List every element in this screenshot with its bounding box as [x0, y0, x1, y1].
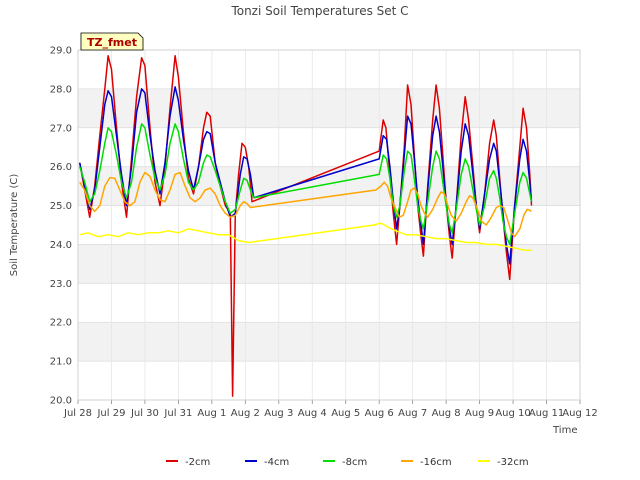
x-tick-label: Aug 4 — [298, 408, 327, 419]
y-tick-label: 26.0 — [50, 162, 72, 173]
y-tick-label: 28.0 — [50, 84, 72, 95]
tag-label-box: TZ_fmet — [80, 32, 144, 51]
x-axis-title: Time — [552, 425, 577, 436]
legend-label: -8cm — [342, 457, 367, 468]
y-tick-label: 25.0 — [50, 201, 72, 212]
series-line-minus-32cm — [79, 222, 532, 252]
legend-label: -16cm — [420, 457, 452, 468]
x-tick-label: Aug 10 — [495, 408, 530, 419]
band-21 — [78, 322, 580, 362]
x-tick-label: Aug 11 — [529, 408, 564, 419]
y-tick-label: 27.0 — [50, 123, 72, 134]
series-lines — [78, 55, 533, 397]
legend-label: -32cm — [497, 457, 529, 468]
series-line-minus-8cm — [78, 123, 533, 246]
tag-box — [80, 32, 144, 51]
x-tick-label: Jul 30 — [130, 408, 159, 419]
legend: -2cm -4cm -8cm -16cm -32cm — [166, 457, 529, 468]
legend-label: -4cm — [264, 457, 289, 468]
y-tick-label: 20.0 — [50, 396, 72, 407]
tag-text: TZ_fmet — [87, 36, 137, 49]
axes: 20.0 21.0 22.0 23.0 24.0 25.0 26.0 27.0 28.0 29.0… — [50, 46, 598, 420]
band-27 — [78, 88, 580, 128]
band-23 — [78, 244, 580, 284]
x-tick-label: Aug 6 — [365, 408, 394, 419]
x-tick-label: Aug 12 — [562, 408, 597, 419]
legend-label: -2cm — [185, 457, 210, 468]
y-tick-label: 24.0 — [50, 240, 72, 251]
plot-bands — [78, 50, 580, 400]
chart-title: Tonzi Soil Temperatures Set C — [230, 4, 408, 18]
series-line-minus-4cm — [78, 86, 533, 265]
y-tick-label: 22.0 — [50, 318, 72, 329]
y-axis-title: Soil Temperature (C) — [9, 174, 20, 277]
x-tick-label: Jul 29 — [96, 408, 125, 419]
series-line-minus-16cm — [79, 171, 532, 238]
y-tick-label: 21.0 — [50, 357, 72, 368]
x-tick-label: Aug 2 — [231, 408, 260, 419]
x-tick-label: Aug 5 — [331, 408, 360, 419]
x-tick-label: Aug 1 — [197, 408, 226, 419]
y-tick-label: 29.0 — [50, 46, 72, 57]
x-tick-label: Jul 31 — [163, 408, 192, 419]
x-tick-label: Aug 7 — [398, 408, 427, 419]
x-tick-label: Jul 28 — [63, 408, 92, 419]
plot-frame — [77, 49, 581, 401]
x-tick-label: Aug 3 — [264, 408, 293, 419]
y-tick-label: 23.0 — [50, 279, 72, 290]
x-tick-label: Aug 8 — [432, 408, 461, 419]
x-tick-label: Aug 9 — [465, 408, 494, 419]
